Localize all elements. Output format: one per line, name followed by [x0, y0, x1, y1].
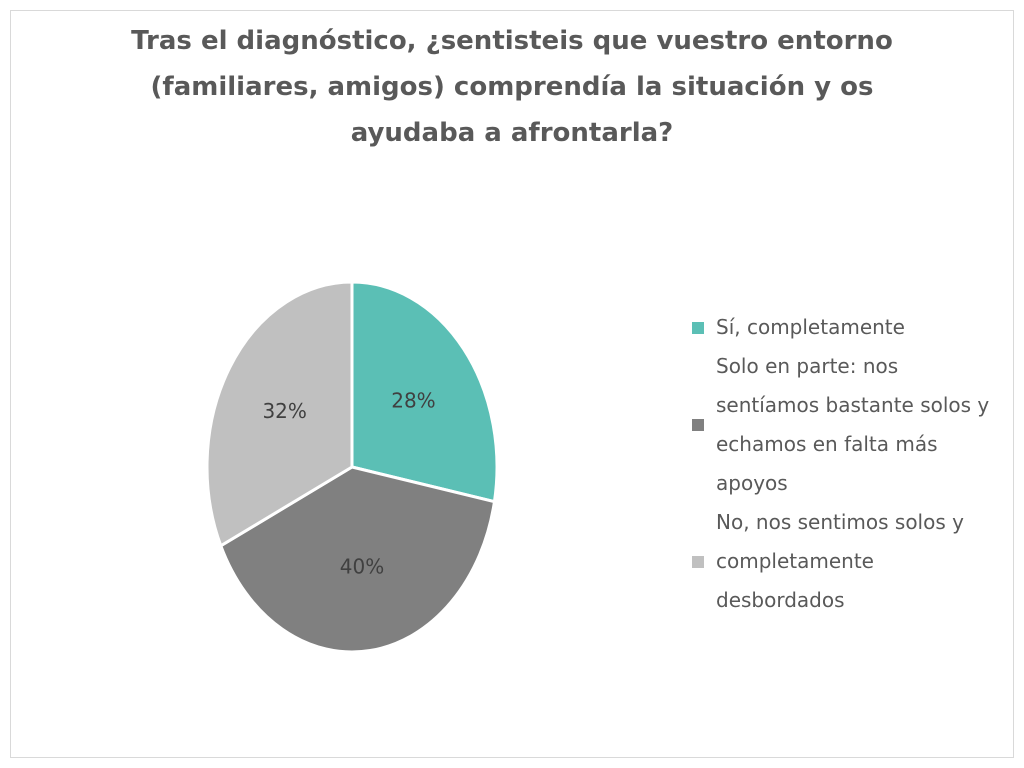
pie-slice [218, 465, 497, 654]
chart-frame [10, 10, 1014, 758]
legend-label: Sí, completamente [716, 315, 905, 339]
data-label: 40% [340, 554, 384, 578]
legend-item: Sí, completamente [692, 308, 992, 347]
legend-swatch [692, 321, 704, 334]
legend-label: Solo en parte: nos sentíamos bastante so… [716, 354, 990, 495]
legend-swatch [692, 555, 704, 568]
legend-swatch [692, 419, 704, 431]
chart-title: Tras el diagnóstico, ¿sentisteis que vue… [131, 26, 893, 148]
pie-slice [205, 280, 354, 548]
legend: Sí, completamente Solo en parte: nos sent… [692, 308, 992, 620]
data-label: 32% [262, 399, 306, 423]
legend-label: No, nos sentimos solos y completamente d… [716, 510, 964, 612]
legend-item: Solo en parte: nos sentíamos bastante so… [692, 347, 992, 503]
data-label: 28% [391, 389, 435, 413]
legend-item: No, nos sentimos solos y completamente d… [692, 503, 992, 620]
pie-slice [350, 280, 499, 504]
